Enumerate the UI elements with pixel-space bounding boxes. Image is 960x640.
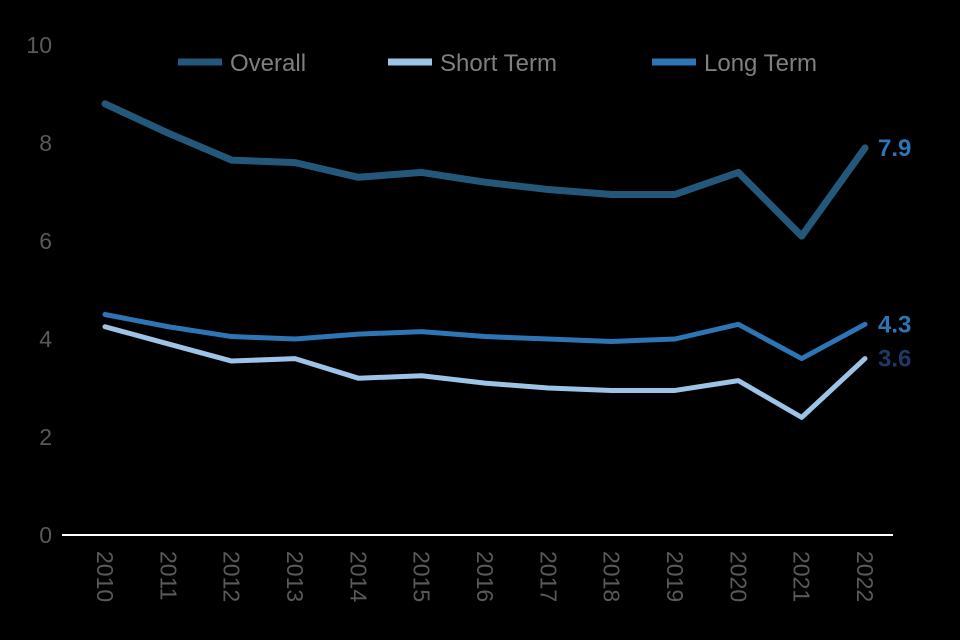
x-axis-tick-label: 2017 xyxy=(535,551,561,602)
y-axis-tick-label: 6 xyxy=(39,228,52,254)
x-axis-tick-label: 2014 xyxy=(345,551,371,602)
series-line-overall xyxy=(101,100,869,240)
x-axis-tick-label: 2022 xyxy=(852,551,878,602)
x-axis-tick-label: 2010 xyxy=(92,551,118,602)
legend-label-long-term: Long Term xyxy=(704,50,817,77)
x-axis-tick-label: 2012 xyxy=(219,551,245,602)
y-axis-tick-label: 10 xyxy=(26,32,52,58)
x-axis-tick-label: 2020 xyxy=(725,551,751,602)
x-axis-tick-label: 2018 xyxy=(599,551,625,602)
y-axis-tick-label: 8 xyxy=(39,130,52,156)
x-axis-tick-label: 2011 xyxy=(155,551,181,600)
y-axis-tick-label: 0 xyxy=(39,522,52,548)
end-value-label-long-term: 4.3 xyxy=(878,311,911,338)
legend-label-short-term: Short Term xyxy=(440,50,557,77)
x-axis-tick-label: 2015 xyxy=(409,551,435,602)
series-line-short-term xyxy=(102,324,868,420)
x-axis-tick-label: 2016 xyxy=(472,551,498,602)
x-axis-tick-label: 2013 xyxy=(282,551,308,602)
end-value-label-short-term: 3.6 xyxy=(878,346,911,373)
x-axis-tick-label: 2019 xyxy=(662,551,688,602)
y-axis-tick-label: 2 xyxy=(39,424,52,450)
y-axis-tick-label: 4 xyxy=(39,326,52,352)
x-axis-tick-label: 2021 xyxy=(789,551,815,602)
series-line-long-term xyxy=(102,312,868,362)
end-value-label-overall: 7.9 xyxy=(878,135,911,162)
legend-label-overall: Overall xyxy=(230,50,306,77)
